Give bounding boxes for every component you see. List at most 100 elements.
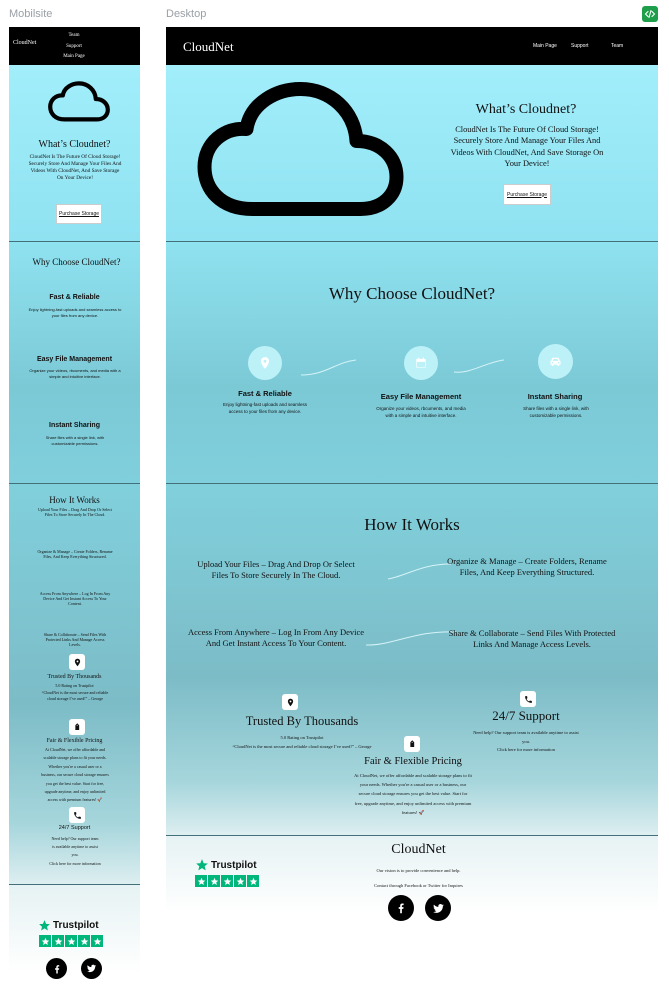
desktop-feature-text: Share files with a single link, with cus…: [523, 406, 589, 418]
mobile-how-step: Organize & Manage – Create Folders, Rena…: [37, 549, 113, 560]
location-pin-icon: [248, 346, 282, 380]
mobile-pricing-title: Fair & Flexible Pricing: [46, 738, 103, 744]
desktop-footer-contact: Contact through Facebook or Twitter for …: [374, 883, 463, 888]
mobile-hero-title: What’s Cloudnet?: [38, 139, 111, 150]
desktop-frame: CloudNet Main Page Support Team What’s C…: [166, 27, 658, 933]
mobile-how-title: How It Works: [49, 495, 100, 505]
desktop-feature-title: Instant Sharing: [527, 392, 583, 401]
star-icon: [195, 858, 209, 872]
mobile-why-section: Why Choose CloudNet? Fast & Reliable Enj…: [9, 242, 140, 483]
mobile-frame: CloudNet Team Support Main Page What’s C…: [9, 27, 140, 994]
desktop-how-step: Organize & Manage – Create Folders, Rena…: [447, 556, 607, 578]
desktop-trusted-rating: 5.0 Rating on Trustpilot: [280, 735, 324, 740]
location-pin-icon: [282, 694, 298, 710]
mobile-support-link[interactable]: Click here for more information: [49, 861, 101, 866]
cloud-icon: [188, 81, 413, 221]
desktop-frame-label: Desktop: [166, 8, 207, 20]
desktop-trustpilot-stars: [195, 875, 259, 887]
phone-icon: [69, 807, 85, 823]
code-icon: [644, 9, 656, 19]
twitter-button[interactable]: [81, 958, 102, 979]
twitter-button[interactable]: [425, 895, 451, 921]
twitter-icon: [432, 902, 445, 915]
desktop-how-step: Share & Collaborate – Send Files With Pr…: [448, 628, 616, 650]
desktop-hero-text: CloudNet Is The Future Of Cloud Storage!…: [450, 125, 604, 169]
desktop-pricing-title: Fair & Flexible Pricing: [364, 756, 462, 767]
tag-icon: [404, 736, 420, 752]
desktop-footer-title: CloudNet: [391, 842, 446, 857]
mobile-trustpilot-logo: Trustpilot: [38, 919, 99, 932]
mobile-frame-label: Mobilsite: [9, 8, 53, 20]
mobile-brand[interactable]: CloudNet: [13, 40, 37, 46]
desktop-footer-vision: Our vision is to provide convenience and…: [376, 868, 461, 873]
mobile-trusted-rating: 5.0 Rating on Trustpilot: [55, 683, 94, 688]
desktop-footer: Trustpilot CloudNet Our vision is to pro…: [166, 836, 658, 932]
desktop-hero: What’s Cloudnet? CloudNet Is The Future …: [166, 65, 658, 241]
facebook-icon: [394, 901, 408, 915]
mobile-purchase-button[interactable]: Purchase Storage: [56, 204, 102, 224]
desktop-nav-team[interactable]: Team: [611, 43, 624, 49]
mobile-pricing-text: At CloudNet, we offer affordable and sca…: [41, 747, 109, 803]
mobile-nav: CloudNet Team Support Main Page: [9, 27, 140, 65]
mobile-trusted-quote: “CloudNet is the most secure and reliabl…: [41, 690, 109, 702]
mobile-support-title: 24/7 Support: [58, 825, 91, 831]
facebook-button[interactable]: [46, 958, 67, 979]
phone-icon: [520, 691, 536, 707]
mobile-how-section: How It Works Upload Your Files – Drag An…: [9, 484, 140, 884]
location-pin-icon: [69, 654, 85, 670]
mobile-trustpilot-stars: [39, 935, 103, 947]
desktop-nav-main[interactable]: Main Page: [533, 43, 557, 49]
desktop-how-step: Upload Your Files – Drag And Drop Or Sel…: [197, 559, 355, 581]
code-view-button[interactable]: [642, 6, 658, 22]
desktop-hero-title: What’s Cloudnet?: [475, 102, 577, 117]
desktop-brand[interactable]: CloudNet: [183, 39, 234, 54]
desktop-how-section: How It Works Upload Your Files – Drag An…: [166, 484, 658, 835]
desktop-trusted-quote: “CloudNet is the most secure and reliabl…: [232, 744, 372, 749]
desktop-feature-title: Fast & Reliable: [238, 389, 292, 398]
cloud-icon: [45, 81, 113, 123]
desktop-feature-title: Easy File Management: [380, 392, 462, 401]
desktop-trustpilot-logo: Trustpilot: [195, 858, 257, 872]
desktop-why-section: Why Choose CloudNet? Fast & Reliable Enj…: [166, 242, 658, 483]
mobile-how-step: Upload Your Files – Drag And Drop Or Sel…: [37, 507, 113, 518]
desktop-nav: CloudNet Main Page Support Team: [166, 27, 658, 65]
desktop-trusted-title: Trusted By Thousands: [245, 714, 359, 728]
mobile-support-text: Need help? Our support team is available…: [51, 836, 99, 857]
mobile-nav-team[interactable]: Team: [68, 33, 80, 38]
mobile-footer: Trustpilot: [9, 885, 140, 994]
connector-lines: [300, 359, 505, 376]
mobile-nav-support[interactable]: Support: [66, 44, 82, 49]
mobile-how-step: Access From Anywhere – Log In From Any D…: [39, 591, 111, 607]
desktop-support-text: Need help? Our support team is available…: [473, 730, 579, 744]
facebook-button[interactable]: [388, 895, 414, 921]
mobile-feature-title: Easy File Management: [36, 356, 113, 363]
mobile-hero: What’s Cloudnet? CloudNet Is The Future …: [9, 65, 140, 241]
connector-lines: [365, 563, 457, 646]
desktop-feature-text: Enjoy lightning-fast uploads and seamles…: [222, 402, 308, 414]
mobile-feature-text: Organize your videos, rbcuments, and med…: [29, 368, 121, 379]
desktop-how-step: Access From Anywhere – Log In From Any D…: [187, 627, 365, 649]
mobile-trusted-title: Trusted By Thousands: [47, 674, 102, 680]
desktop-nav-support[interactable]: Support: [571, 43, 589, 49]
tag-icon: [69, 719, 85, 735]
desktop-why-title: Why Choose CloudNet?: [328, 284, 496, 303]
desktop-feature-text: Organize your videos, rbcuments, and med…: [376, 406, 466, 418]
twitter-icon: [86, 963, 97, 974]
mobile-feature-text: Enjoy lightning-fast uploads and seamles…: [28, 307, 122, 318]
mobile-hero-text: CloudNet Is The Future Of Cloud Storage!…: [28, 154, 122, 182]
calendar-icon: [404, 346, 438, 380]
desktop-pricing-text: At CloudNet, we offer affordable and sca…: [354, 773, 472, 815]
star-icon: [38, 919, 51, 932]
desktop-support-title: 24/7 Support: [492, 708, 560, 723]
car-icon: [538, 344, 573, 379]
mobile-how-step: Share & Collaborate – Send Files With Pr…: [43, 632, 107, 648]
mobile-feature-text: Share files with a single link, with cus…: [45, 435, 105, 446]
mobile-feature-title: Fast & Reliable: [49, 294, 100, 301]
facebook-icon: [51, 963, 63, 975]
desktop-support-link[interactable]: Click here for more information: [497, 747, 555, 752]
mobile-why-title: Why Choose CloudNet?: [32, 257, 121, 267]
desktop-purchase-button[interactable]: Purchase Storage: [503, 184, 551, 205]
mobile-nav-main[interactable]: Main Page: [63, 54, 85, 59]
desktop-how-title: How It Works: [364, 515, 460, 534]
